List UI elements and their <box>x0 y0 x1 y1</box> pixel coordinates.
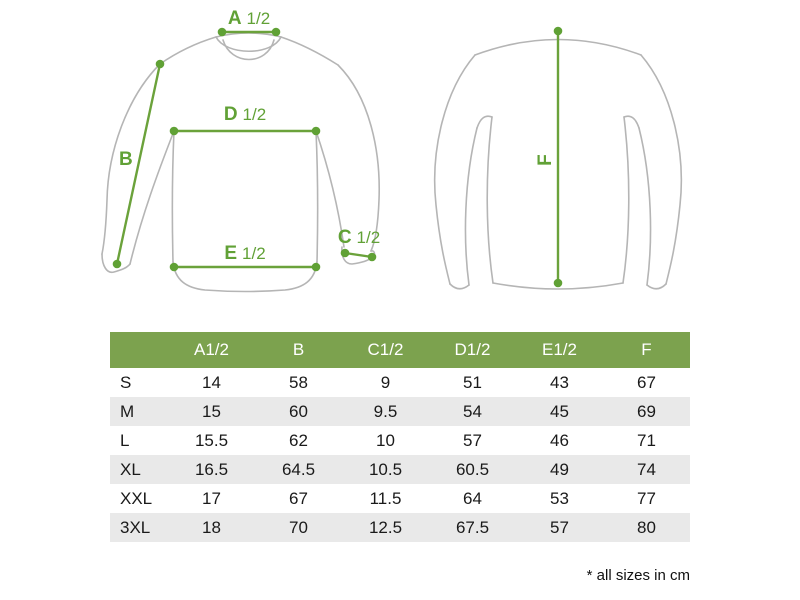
size-label: S <box>120 372 132 392</box>
measurement-label-c: C 1/2 <box>328 228 390 249</box>
value-cell: 57 <box>550 517 569 537</box>
value-cell: 49 <box>550 459 569 479</box>
table-row-3xl: 3XL 18 70 12.5 67.5 57 80 <box>110 513 690 542</box>
measurement-fraction-c: 1/2 <box>356 228 381 247</box>
garment-measurement-diagram <box>101 26 683 293</box>
value-cell: 77 <box>637 488 656 508</box>
value-cell: 57 <box>463 430 482 450</box>
measurement-label-b: B <box>119 150 133 171</box>
value-cell: 10.5 <box>368 459 403 479</box>
header-cell-f: F <box>603 332 690 368</box>
value-cell: 64 <box>463 488 482 508</box>
measurement-fraction-d: 1/2 <box>242 105 267 124</box>
size-table-body: S 14 58 9 51 43 67 M 15 60 9.5 54 45 69 … <box>110 368 690 542</box>
table-row-m: M 15 60 9.5 54 45 69 <box>110 397 690 426</box>
size-label: L <box>120 430 130 450</box>
measurement-letter-e: E <box>224 243 238 264</box>
table-row-l: L 15.5 62 10 57 46 71 <box>110 426 690 455</box>
header-cell-c: C1/2 <box>342 332 429 368</box>
value-cell: 15.5 <box>194 430 229 450</box>
value-cell: 43 <box>550 372 569 392</box>
size-label: M <box>120 401 135 421</box>
measurement-label-d: D 1/2 <box>205 105 285 126</box>
value-cell: 16.5 <box>194 459 229 479</box>
measurement-letter-a: A <box>227 8 242 29</box>
measure-line-b <box>115 62 162 266</box>
value-cell: 69 <box>637 401 656 421</box>
measurement-letter-c: C <box>337 227 352 248</box>
value-cell: 62 <box>289 430 308 450</box>
measurement-fraction-a: 1/2 <box>246 9 271 28</box>
value-cell: 9.5 <box>373 401 398 421</box>
value-cell: 10 <box>376 430 395 450</box>
header-row: A1/2 B C1/2 D1/2 E1/2 F <box>110 332 690 368</box>
value-cell: 15 <box>202 401 221 421</box>
value-cell: 67 <box>289 488 308 508</box>
back-view-outline <box>433 38 683 290</box>
value-cell: 53 <box>550 488 569 508</box>
units-footnote: * all sizes in cm <box>586 567 690 584</box>
value-cell: 60.5 <box>455 459 490 479</box>
header-cell-empty <box>110 332 168 368</box>
measurement-letter-b: B <box>119 149 133 170</box>
header-cell-b: B <box>255 332 342 368</box>
value-cell: 18 <box>202 517 221 537</box>
value-cell: 60 <box>289 401 308 421</box>
value-cell: 70 <box>289 517 308 537</box>
measurement-label-e: E 1/2 <box>205 244 285 265</box>
measurement-fraction-e: 1/2 <box>242 244 266 263</box>
value-cell: 80 <box>637 517 656 537</box>
measurement-dots <box>112 26 563 288</box>
size-table: A1/2 B C1/2 D1/2 E1/2 F S 14 58 9 51 43 … <box>110 332 690 542</box>
table-row-xxl: XXL 17 67 11.5 64 53 77 <box>110 484 690 513</box>
header-cell-d: D1/2 <box>429 332 516 368</box>
measurement-lines <box>115 29 560 285</box>
value-cell: 71 <box>637 430 656 450</box>
value-cell: 17 <box>202 488 221 508</box>
measurement-label-a: A 1/2 <box>209 9 289 30</box>
table-row-xl: XL 16.5 64.5 10.5 60.5 49 74 <box>110 455 690 484</box>
value-cell: 9 <box>380 372 391 392</box>
size-label: 3XL <box>120 517 151 537</box>
value-cell: 46 <box>550 430 569 450</box>
measurement-letter-d: D <box>223 104 238 125</box>
measure-line-c <box>343 251 374 259</box>
value-cell: 67.5 <box>455 517 490 537</box>
value-cell: 64.5 <box>281 459 316 479</box>
value-cell: 54 <box>463 401 482 421</box>
value-cell: 74 <box>637 459 656 479</box>
value-cell: 58 <box>289 372 308 392</box>
size-label: XXL <box>120 488 153 508</box>
size-table-header: A1/2 B C1/2 D1/2 E1/2 F <box>110 332 690 368</box>
value-cell: 51 <box>463 372 482 392</box>
front-view-outline <box>101 32 381 293</box>
value-cell: 11.5 <box>369 488 402 508</box>
value-cell: 14 <box>202 372 221 392</box>
measurement-letter-f: F <box>535 154 556 166</box>
value-cell: 45 <box>550 401 569 421</box>
table-row-s: S 14 58 9 51 43 67 <box>110 368 690 397</box>
value-cell: 12.5 <box>368 517 403 537</box>
header-cell-e: E1/2 <box>516 332 603 368</box>
header-cell-a: A1/2 <box>168 332 255 368</box>
size-label: XL <box>120 459 141 479</box>
measurement-label-f: F <box>535 135 556 185</box>
value-cell: 67 <box>637 372 656 392</box>
